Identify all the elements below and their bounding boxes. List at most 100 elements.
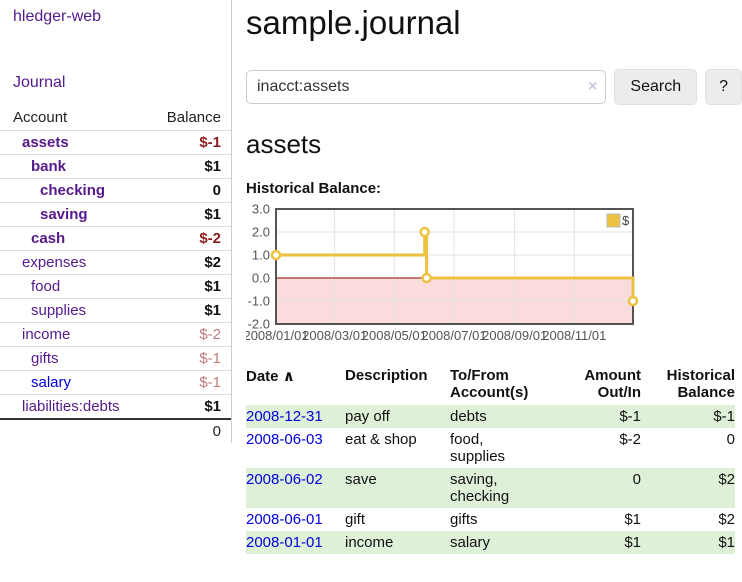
account-balance: $1 xyxy=(204,206,221,223)
chart-title: Historical Balance: xyxy=(246,180,382,197)
accounts-total: 0 xyxy=(0,418,231,443)
account-balance: $-1 xyxy=(199,134,221,151)
sidebar-account-row: assets $-1 xyxy=(0,130,231,154)
transaction-description-cell: save xyxy=(345,471,377,488)
register-header-accounts: To/From Account(s) xyxy=(450,367,529,401)
transaction-amount-cell: 0 xyxy=(632,471,641,488)
sidebar-account-link[interactable]: expenses xyxy=(22,254,87,271)
balance-col-header: Balance xyxy=(166,109,221,126)
sidebar-account-row: saving $1 xyxy=(0,202,231,226)
transaction-date-link[interactable]: 2008-06-03 xyxy=(246,431,323,448)
transaction-date-cell: 2008-06-01 xyxy=(246,508,345,531)
sort-ascending-icon: ∧ xyxy=(282,368,295,385)
transaction-balance-cell: $2 xyxy=(718,471,735,488)
transaction-balance-cell: $1 xyxy=(718,534,735,551)
accounts-table: Account Balance assets $-1 bank $1 checking 0… xyxy=(0,106,231,443)
transaction-description-cell: gift xyxy=(345,511,366,528)
account-balance: $1 xyxy=(204,302,221,319)
svg-text:2008/03/01: 2008/03/01 xyxy=(302,328,367,343)
transaction-date-link[interactable]: 2008-12-31 xyxy=(246,408,323,425)
register-header-balance: Historical Balance xyxy=(666,367,735,401)
transaction-row[interactable]: 2008-06-02 save saving, checking 0 $2 xyxy=(246,468,735,508)
transaction-row[interactable]: 2008-06-01 gift gifts $1 $2 xyxy=(246,508,735,531)
sidebar-account-row: expenses $2 xyxy=(0,250,231,274)
transaction-amount-cell: $1 xyxy=(624,534,641,551)
sidebar-account-link[interactable]: cash xyxy=(31,230,66,247)
account-balance: 0 xyxy=(212,182,221,199)
sidebar-account-link[interactable]: liabilities:debts xyxy=(22,398,120,415)
sidebar-account-link[interactable]: saving xyxy=(40,206,88,223)
sidebar-account-row: income $-2 xyxy=(0,322,231,346)
svg-text:0.0: 0.0 xyxy=(252,271,270,286)
transaction-amount-cell: $-2 xyxy=(619,431,641,448)
clear-search-icon[interactable]: × xyxy=(588,78,598,95)
search-bar: × Search ? xyxy=(246,69,742,105)
transaction-date-link[interactable]: 2008-06-01 xyxy=(246,511,323,528)
chart-canvas[interactable]: 3.0 2.0 1.0 0.0 -1.0 -2.02008/01/012008/03/01… xyxy=(243,202,742,351)
transaction-date-link[interactable]: 2008-01-01 xyxy=(246,534,323,551)
nav-journal-link[interactable]: Journal xyxy=(13,74,66,91)
account-balance: $1 xyxy=(204,158,221,175)
sidebar-account-link[interactable]: income xyxy=(22,326,71,343)
transaction-row[interactable]: 2008-01-01 income salary $1 $1 xyxy=(246,531,735,554)
svg-text:1.0: 1.0 xyxy=(252,248,270,263)
sidebar-account-link[interactable]: checking xyxy=(40,182,106,199)
accounts-table-header: Account Balance xyxy=(0,106,231,130)
sidebar-account-row: salary $-1 xyxy=(0,370,231,394)
sidebar-account-row: checking 0 xyxy=(0,178,231,202)
transaction-accounts-cell: salary xyxy=(450,534,491,551)
transaction-date-cell: 2008-06-02 xyxy=(246,468,345,508)
historical-balance-chart[interactable]: 3.0 2.0 1.0 0.0 -1.0 -2.0 2008/01/01 2008/03/01… xyxy=(243,202,742,351)
transaction-balance-cell: $-1 xyxy=(713,408,735,425)
sidebar: hledger-web Journal Account Balance asse… xyxy=(0,0,232,443)
register-header-description: Description xyxy=(345,367,428,384)
transaction-balance-cell: $2 xyxy=(718,511,735,528)
svg-text:$: $ xyxy=(622,213,630,228)
transaction-row[interactable]: 2008-06-03 eat & shop food, supplies $-2 0 xyxy=(246,428,735,468)
transaction-accounts-cell: gifts xyxy=(450,511,478,528)
sidebar-account-row: supplies $1 xyxy=(0,298,231,322)
page-title: sample.journal xyxy=(246,4,461,41)
svg-text:2008/07/01: 2008/07/01 xyxy=(421,328,486,343)
transaction-date-cell: 2008-06-03 xyxy=(246,428,345,468)
sidebar-account-row: bank $1 xyxy=(0,154,231,178)
svg-text:2008/11/01: 2008/11/01 xyxy=(542,328,606,343)
sidebar-account-row: cash $-2 xyxy=(0,226,231,250)
svg-text:3.0: 3.0 xyxy=(252,203,270,217)
transaction-accounts-cell: saving, checking xyxy=(450,471,510,505)
svg-text:2008/05/01: 2008/05/01 xyxy=(362,328,427,343)
svg-text:-2.0: -2.0 xyxy=(248,317,270,332)
account-balance: $-2 xyxy=(199,326,221,343)
app-brand-link[interactable]: hledger-web xyxy=(13,8,102,25)
account-balance: $2 xyxy=(204,254,221,271)
search-button[interactable]: Search xyxy=(614,69,698,105)
sidebar-account-link[interactable]: gifts xyxy=(31,350,59,367)
sidebar-account-row: liabilities:debts $1 xyxy=(0,394,231,418)
transaction-row[interactable]: 2008-12-31 pay off debts $-1 $-1 xyxy=(246,405,735,428)
register-table: Date ∧ Description To/From Account(s) Am… xyxy=(246,365,735,554)
svg-text:2008/01/01: 2008/01/01 xyxy=(246,328,309,343)
transaction-description-cell: pay off xyxy=(345,408,390,425)
sidebar-account-link[interactable]: assets xyxy=(22,134,69,151)
account-balance: $-1 xyxy=(199,350,221,367)
transaction-date-cell: 2008-12-31 xyxy=(246,405,345,428)
account-balance: $1 xyxy=(204,278,221,295)
svg-text:2.0: 2.0 xyxy=(252,225,270,240)
transaction-date-link[interactable]: 2008-06-02 xyxy=(246,471,323,488)
account-balance: $1 xyxy=(204,398,221,415)
transaction-description-cell: eat & shop xyxy=(345,431,417,448)
svg-text:-1.0: -1.0 xyxy=(248,294,270,309)
transaction-amount-cell: $-1 xyxy=(619,408,641,425)
transaction-balance-cell: 0 xyxy=(726,431,735,448)
transaction-description-cell: income xyxy=(345,534,394,551)
register-header-date[interactable]: Date ∧ xyxy=(246,368,295,385)
sidebar-account-link[interactable]: supplies xyxy=(31,302,87,319)
accounts-col-header: Account xyxy=(13,109,68,126)
sidebar-account-link[interactable]: salary xyxy=(31,374,72,391)
sidebar-account-link[interactable]: food xyxy=(31,278,61,295)
sidebar-account-link[interactable]: bank xyxy=(31,158,67,175)
search-help-button[interactable]: ? xyxy=(705,69,742,105)
transaction-amount-cell: $1 xyxy=(624,511,641,528)
search-input[interactable] xyxy=(246,70,607,104)
svg-text:2008/09/01: 2008/09/01 xyxy=(482,328,547,343)
